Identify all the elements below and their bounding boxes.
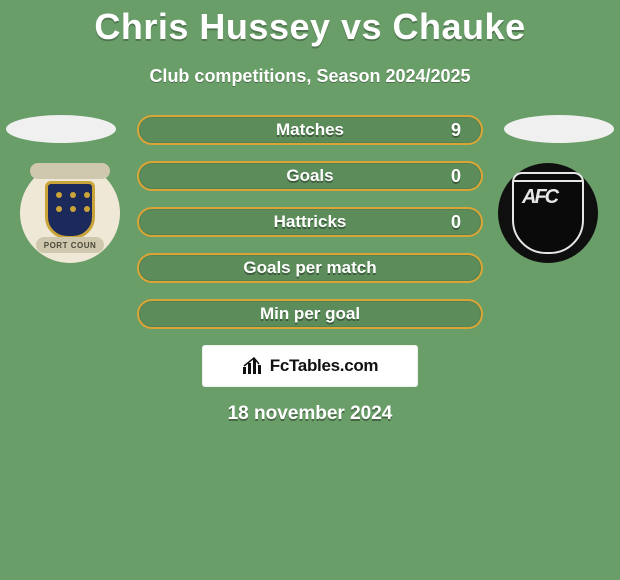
crest-ribbon-top bbox=[30, 163, 110, 179]
afc-badge-text: AFC bbox=[522, 186, 557, 209]
stat-bar-matches: Matches 9 bbox=[137, 115, 483, 145]
comparison-card: Chris Hussey vs Chauke Club competitions… bbox=[0, 0, 620, 425]
afc-shield-icon: AFC bbox=[512, 172, 584, 254]
brand-pill[interactable]: FcTables.com bbox=[202, 345, 418, 387]
stat-label: Hattricks bbox=[274, 212, 347, 232]
club-badge-left: PORT COUN bbox=[20, 163, 120, 263]
stat-label: Goals bbox=[286, 166, 333, 186]
stat-value: 0 bbox=[451, 166, 461, 187]
stat-value: 0 bbox=[451, 212, 461, 233]
stat-value: 9 bbox=[451, 120, 461, 141]
stat-bar-min-per-goal: Min per goal bbox=[137, 299, 483, 329]
stat-label: Goals per match bbox=[243, 258, 376, 278]
stat-bar-goals-per-match: Goals per match bbox=[137, 253, 483, 283]
subtitle: Club competitions, Season 2024/2025 bbox=[0, 66, 620, 87]
page-title: Chris Hussey vs Chauke bbox=[0, 6, 620, 48]
bar-chart-icon bbox=[242, 357, 264, 375]
stat-label: Min per goal bbox=[260, 304, 360, 324]
snapshot-date: 18 november 2024 bbox=[0, 403, 620, 425]
stat-bar-hattricks: Hattricks 0 bbox=[137, 207, 483, 237]
crest-ribbon-bottom: PORT COUN bbox=[36, 237, 104, 253]
stat-bars: Matches 9 Goals 0 Hattricks 0 Goals per … bbox=[137, 115, 483, 329]
club-badge-right: AFC bbox=[498, 163, 598, 263]
crest-shield-icon bbox=[45, 181, 95, 239]
stage: PORT COUN AFC Matches 9 Goals 0 Hattrick… bbox=[0, 115, 620, 425]
player-slot-left-oval bbox=[6, 115, 116, 143]
stat-bar-goals: Goals 0 bbox=[137, 161, 483, 191]
stat-label: Matches bbox=[276, 120, 344, 140]
brand-text: FcTables.com bbox=[270, 356, 379, 376]
player-slot-right-oval bbox=[504, 115, 614, 143]
